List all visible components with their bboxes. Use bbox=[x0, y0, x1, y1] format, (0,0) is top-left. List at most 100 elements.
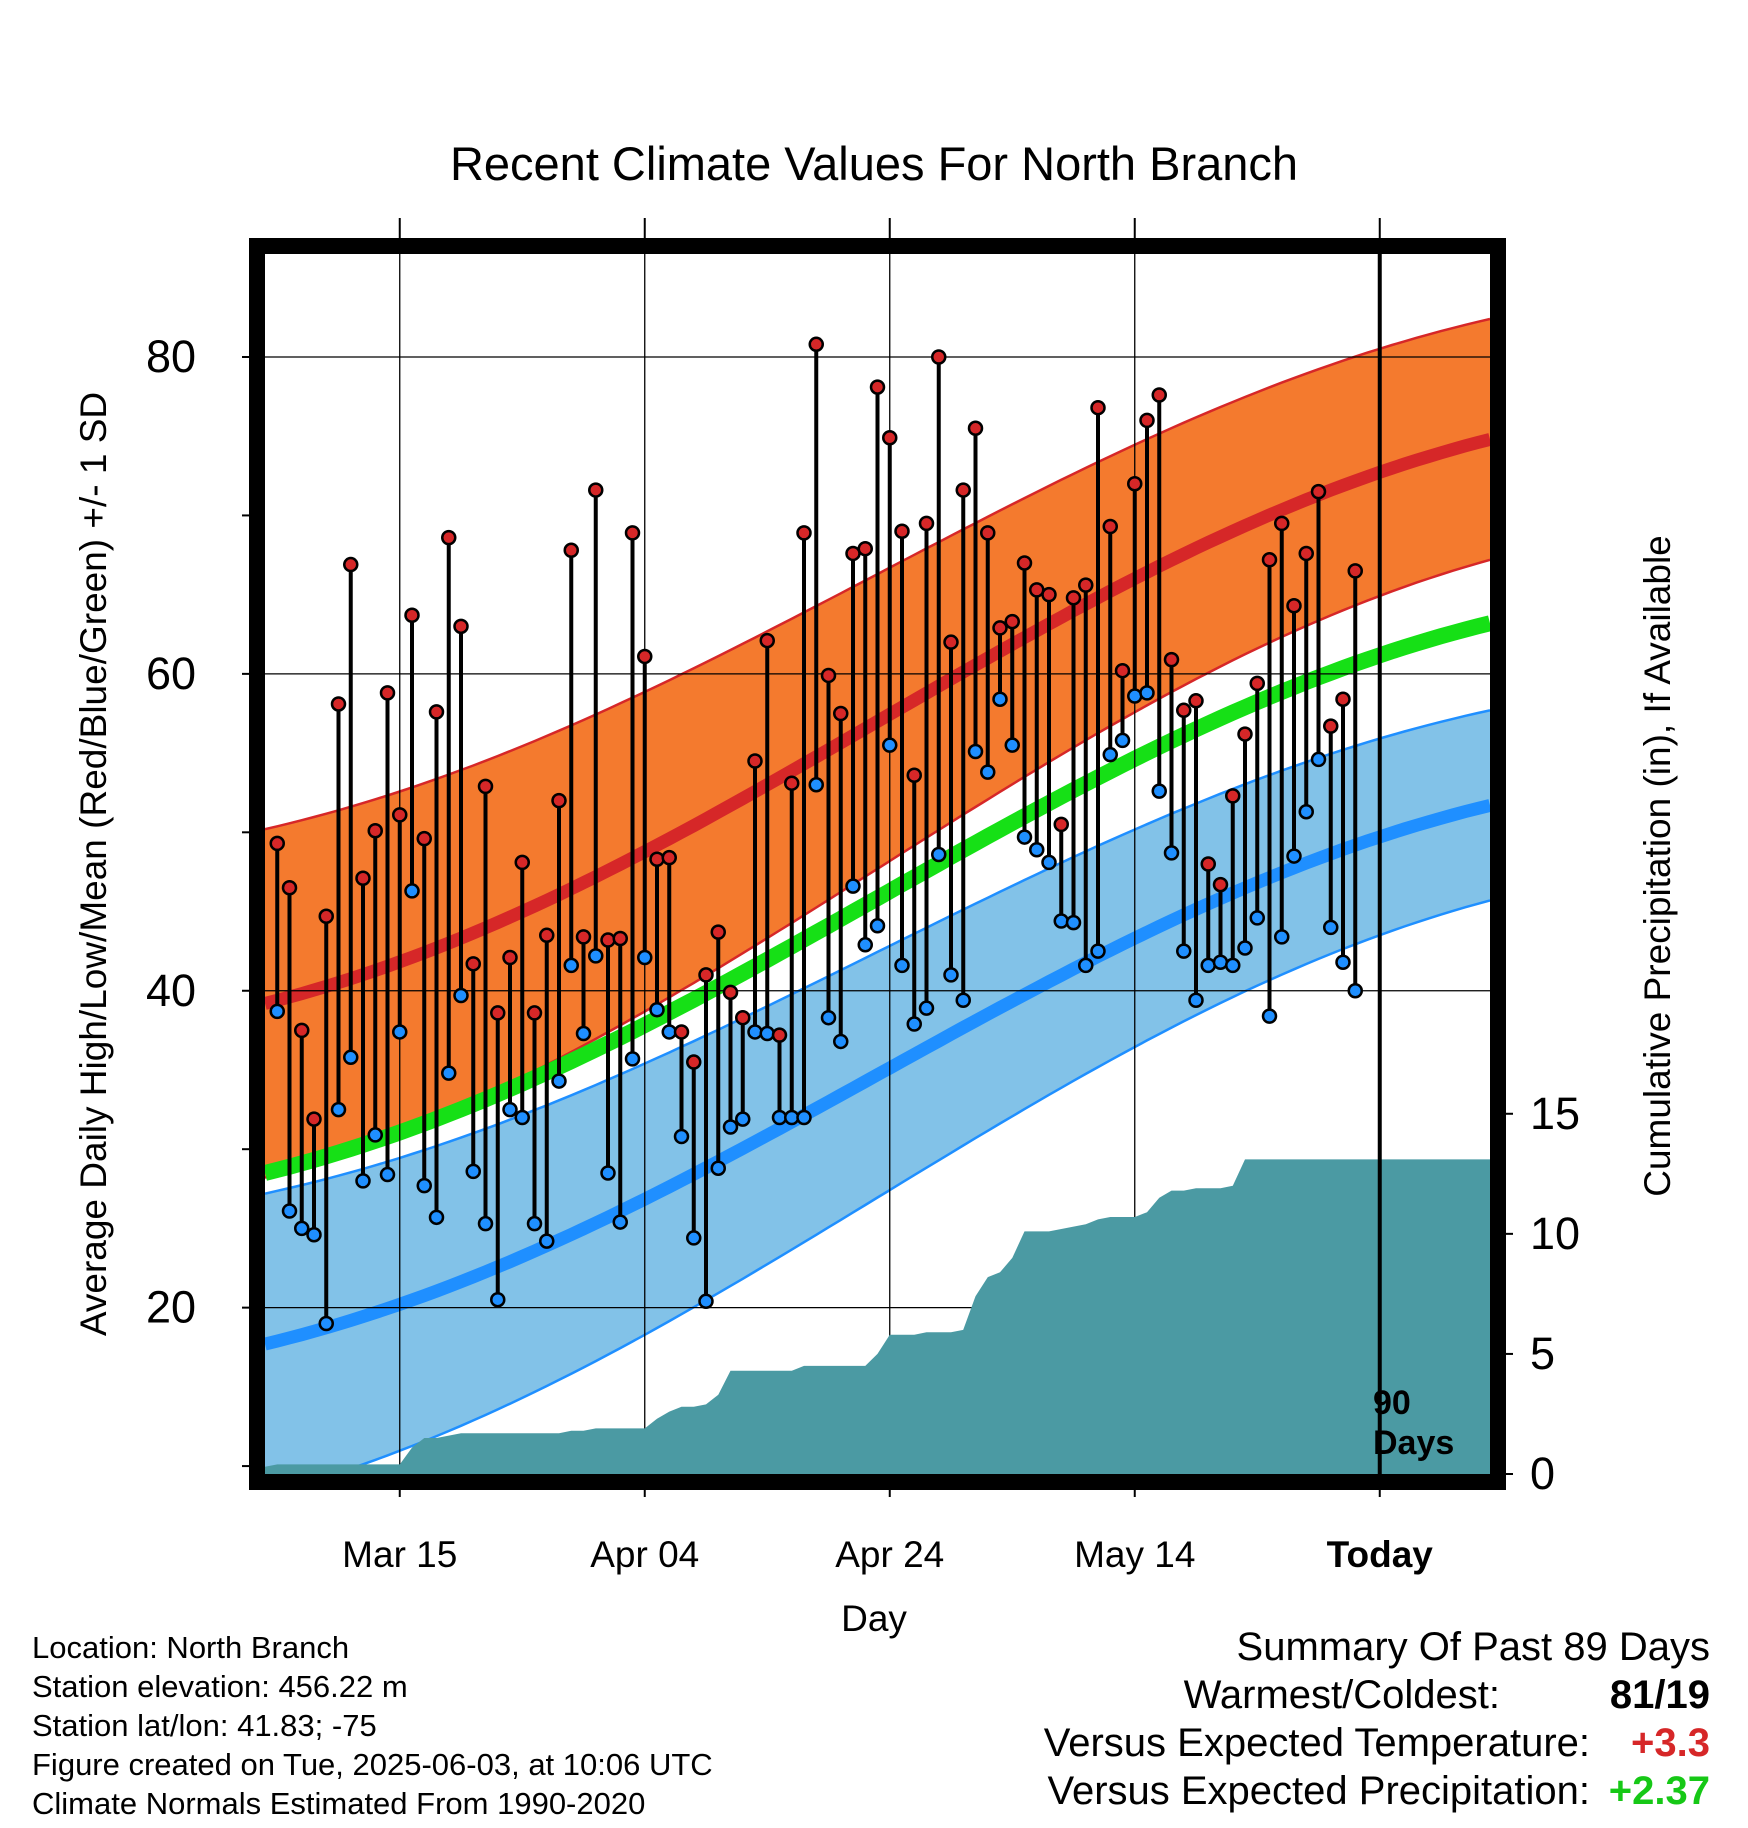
day-43 bbox=[796, 525, 812, 1126]
day-low-point bbox=[1139, 685, 1155, 701]
day-low-point bbox=[894, 957, 910, 974]
day-high-point bbox=[955, 482, 971, 498]
day-23 bbox=[551, 792, 567, 1089]
day-low-point bbox=[649, 1002, 665, 1018]
day-low-point bbox=[1176, 943, 1192, 959]
day-high-point bbox=[784, 775, 800, 791]
day-84 bbox=[1298, 545, 1314, 820]
day-24 bbox=[563, 542, 579, 974]
day-67 bbox=[1090, 399, 1106, 959]
day-low-point bbox=[1347, 983, 1363, 999]
day-8 bbox=[367, 822, 383, 1143]
day-high-point bbox=[477, 778, 494, 795]
day-high-point bbox=[686, 1054, 702, 1070]
precip-area bbox=[265, 1159, 1490, 1474]
day-45 bbox=[820, 667, 837, 1026]
day-low-point bbox=[1078, 957, 1094, 974]
day-low-point bbox=[1041, 854, 1057, 871]
day-high-point bbox=[1225, 788, 1241, 804]
day-81 bbox=[1261, 552, 1278, 1024]
day-65 bbox=[1065, 590, 1082, 931]
coldest-value: 19 bbox=[1665, 1673, 1711, 1717]
day-low-point bbox=[943, 967, 959, 983]
day-high-point bbox=[551, 792, 567, 809]
day-high-point bbox=[490, 1005, 506, 1021]
day-83 bbox=[1286, 597, 1302, 864]
day-high-point bbox=[624, 525, 641, 541]
day-high-point bbox=[1335, 691, 1351, 707]
day-high-point bbox=[649, 851, 665, 867]
day-high-point bbox=[673, 1024, 690, 1040]
y-tick-label: 80 bbox=[146, 331, 196, 382]
x-tick-label: Mar 15 bbox=[342, 1534, 457, 1575]
day-75 bbox=[1188, 693, 1204, 1009]
y-tick-label: 40 bbox=[146, 965, 196, 1016]
day-46 bbox=[833, 705, 849, 1050]
day-high-point bbox=[1274, 515, 1290, 532]
day-low-point bbox=[967, 743, 984, 760]
day-high-point bbox=[1176, 702, 1192, 719]
day-low-point bbox=[1029, 841, 1045, 858]
day-high-point bbox=[294, 1022, 310, 1039]
day-high-point bbox=[1065, 590, 1082, 606]
x-axis-label: Day bbox=[841, 1598, 907, 1639]
day-high-point bbox=[575, 929, 592, 945]
day-high-point bbox=[318, 908, 334, 925]
day-31 bbox=[649, 851, 665, 1018]
day-low-point bbox=[1053, 913, 1069, 929]
daily-values bbox=[269, 336, 1363, 1332]
day-high-point bbox=[637, 648, 653, 665]
day-low-point bbox=[612, 1214, 628, 1230]
day-high-point bbox=[453, 618, 469, 635]
chart-title: Recent Climate Values For North Branch bbox=[450, 137, 1298, 190]
day-high-point bbox=[1041, 586, 1057, 603]
day-low-point bbox=[759, 1025, 775, 1042]
day-high-point bbox=[1163, 651, 1180, 668]
day-64 bbox=[1053, 816, 1069, 929]
day-high-point bbox=[441, 529, 457, 546]
day-60 bbox=[1004, 613, 1020, 753]
days-annotation-line2: Days bbox=[1373, 1424, 1454, 1462]
day-high-point bbox=[1261, 552, 1278, 568]
latlon-text: Station lat/lon: 41.83; -75 bbox=[32, 1708, 377, 1743]
day-low-point bbox=[1249, 910, 1265, 926]
day-4 bbox=[318, 908, 334, 1332]
day-41 bbox=[771, 1027, 788, 1126]
day-25 bbox=[575, 929, 592, 1042]
y-axis-label: Average Daily High/Low/Mean (Red/Blue/Gr… bbox=[73, 392, 114, 1336]
day-19 bbox=[502, 949, 518, 1118]
created-text: Figure created on Tue, 2025-06-03, at 10… bbox=[32, 1747, 713, 1782]
day-high-point bbox=[1249, 675, 1265, 692]
day-low-point bbox=[1163, 845, 1180, 861]
day-high-point bbox=[330, 696, 347, 712]
day-low-point bbox=[710, 1160, 726, 1176]
day-high-point bbox=[343, 556, 359, 573]
day-low-point bbox=[820, 1009, 837, 1026]
low-normal-line bbox=[265, 799, 1490, 1351]
day-76 bbox=[1200, 856, 1216, 974]
y2-tick-label: 5 bbox=[1530, 1328, 1555, 1379]
day-high-point bbox=[869, 379, 886, 395]
day-high-point bbox=[269, 835, 285, 852]
day-low-point bbox=[343, 1049, 359, 1066]
day-high-point bbox=[759, 632, 775, 649]
day-27 bbox=[600, 932, 616, 1181]
day-low-point bbox=[367, 1127, 383, 1143]
day-17 bbox=[477, 778, 494, 1232]
day-29 bbox=[624, 525, 641, 1067]
day-low-point bbox=[1102, 746, 1118, 763]
day-69 bbox=[1114, 662, 1131, 749]
day-11 bbox=[404, 607, 420, 899]
summary-title: Summary Of Past 89 Days bbox=[1236, 1625, 1710, 1669]
day-51 bbox=[894, 523, 910, 974]
day-high-point bbox=[281, 880, 298, 896]
day-79 bbox=[1237, 726, 1253, 956]
day-low-point bbox=[600, 1165, 616, 1181]
day-low-point bbox=[1188, 992, 1204, 1009]
day-44 bbox=[808, 336, 824, 793]
day-87 bbox=[1335, 691, 1351, 970]
day-59 bbox=[992, 620, 1008, 707]
day-low-point bbox=[318, 1315, 334, 1332]
day-low-point bbox=[857, 937, 873, 953]
day-low-point bbox=[1200, 957, 1216, 974]
